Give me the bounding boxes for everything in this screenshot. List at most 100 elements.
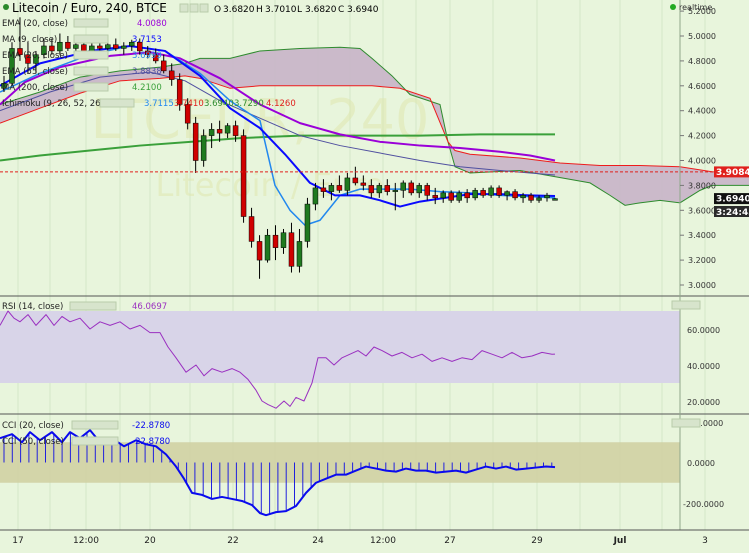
legend-ma200-icons[interactable] (73, 82, 109, 92)
candle-down (137, 41, 143, 52)
legend-ichimoku-v2: 3.7410 (174, 99, 204, 109)
rsi-value: 46.0697 (132, 302, 167, 312)
candle-up (552, 198, 558, 201)
legend-ema20b-label[interactable]: EMA (20, close) (2, 51, 68, 61)
rsi-label[interactable]: RSI (14, close) (2, 302, 63, 312)
symbol-status-icon (3, 4, 9, 10)
candle-up (440, 192, 446, 199)
rsi-lines (0, 310, 556, 409)
legend-ichimoku-icons[interactable] (99, 98, 135, 108)
legend-ma9-icons[interactable] (73, 34, 109, 44)
legend-ema55-label[interactable]: EMA (55, close) (2, 67, 68, 77)
time-label-24: 24 (312, 536, 324, 546)
candle-down (496, 187, 502, 196)
candle-down (408, 182, 414, 194)
candle-up (328, 185, 335, 192)
legend-ema20b-value: 3.6999 (132, 51, 162, 61)
legend-ema20b-icons[interactable] (73, 50, 109, 60)
candle-down (160, 60, 167, 72)
ichimoku-cloud (0, 46, 749, 206)
legend-ema55-icons[interactable] (73, 66, 109, 76)
candle-up (376, 185, 383, 194)
rsi-tick-60: 60.0000 (687, 326, 720, 335)
legend-ema20-icons[interactable] (73, 18, 109, 28)
candle-down (360, 182, 367, 186)
candle-down (336, 185, 343, 191)
cci-label-1[interactable]: CCI (20, close) (2, 421, 64, 431)
cci-line (0, 429, 556, 517)
candle-down (480, 190, 486, 196)
candle-up (472, 190, 478, 199)
rsi-pane-controls[interactable] (671, 300, 701, 310)
candle-down (168, 70, 175, 80)
ohlc-o-label: O (214, 5, 221, 15)
legend-ema20-value: 4.0080 (137, 19, 167, 29)
realtime-dot-icon (670, 4, 676, 10)
toolbar-icon-2[interactable] (189, 3, 199, 13)
time-label-jul: Jul (613, 536, 627, 546)
price-tag-last (714, 193, 749, 205)
ohlc-l-label: L (297, 5, 302, 15)
price-tick-label: 3.2000 (688, 256, 716, 265)
ema55-line (0, 71, 556, 176)
time-label-3: 3 (702, 536, 708, 546)
legend-ma200-label[interactable]: MA (200, close) (2, 83, 68, 93)
legend-ichimoku-label[interactable]: Ichimoku (9, 26, 52, 26) (2, 99, 104, 109)
candle-up (1, 83, 7, 89)
legend-ema55-value: 3.8838 (132, 67, 162, 77)
price-scale[interactable]: 5.2000 5.0000 4.8000 4.6000 4.4000 4.2000 4.00… (680, 7, 716, 290)
candle-up (400, 182, 407, 191)
countdown-timer: 3:24:43 (716, 208, 749, 218)
candle-down (216, 129, 223, 134)
ohlc-l-value: 3.6820 (305, 5, 337, 15)
candle-up (208, 129, 215, 136)
candle-down (424, 185, 430, 196)
cci-value-1: -22.8780 (132, 421, 170, 431)
candle-up (57, 41, 63, 52)
time-axis[interactable]: 17 12:00 20 22 24 12:00 27 29 Jul 3 (12, 536, 708, 546)
cci-band (0, 442, 680, 483)
cci-label-2[interactable]: CCI (50, close) (2, 437, 64, 447)
candle-up (544, 195, 550, 199)
header-toolbar-icons[interactable] (179, 3, 209, 13)
candle-down (528, 195, 534, 201)
candle-down (320, 187, 327, 192)
toolbar-icon-3[interactable] (199, 3, 209, 13)
time-label-27: 27 (444, 536, 455, 546)
candle-down (512, 191, 518, 199)
price-tick-label: 4.6000 (688, 82, 716, 91)
toolbar-icon-1[interactable] (179, 3, 189, 13)
candle-down (25, 54, 31, 64)
rsi-line (0, 310, 556, 409)
cci-legend-icons-2[interactable] (71, 436, 119, 446)
ohlc-o-value: 3.6820 (223, 5, 255, 15)
candle-up (121, 45, 127, 49)
rsi-band (0, 311, 680, 383)
candle-down (464, 192, 470, 199)
price-tick-label: 4.4000 (688, 107, 716, 116)
rsi-legend-icons[interactable] (69, 301, 117, 311)
ohlc-c-label: C (338, 5, 344, 15)
cci-tick-200: 200.0000 (685, 419, 723, 428)
time-label-17: 17 (12, 536, 23, 546)
time-label-22: 22 (227, 536, 238, 546)
candle-down (184, 104, 191, 124)
cci-pane-controls[interactable] (671, 418, 701, 428)
price-tick-label: 3.4000 (688, 231, 716, 240)
candle-up (105, 44, 111, 49)
candle-down (152, 54, 159, 62)
time-label-20: 20 (144, 536, 156, 546)
symbol-title[interactable]: Litecoin / Euro, 240, BTCE (12, 1, 167, 15)
candle-down (145, 50, 151, 55)
cci-legend-icons-1[interactable] (71, 420, 119, 430)
cci-lines (0, 429, 556, 517)
candle-up (520, 195, 526, 199)
legend-ma9-label[interactable]: MA (9, close) (2, 35, 57, 45)
price-tick-label: 3.0000 (688, 281, 716, 290)
candle-down (384, 185, 391, 192)
candle-up (200, 135, 207, 161)
legend-ema20-label[interactable]: EMA (20, close) (2, 19, 68, 29)
rsi-tick-40: 40.0000 (687, 362, 720, 371)
